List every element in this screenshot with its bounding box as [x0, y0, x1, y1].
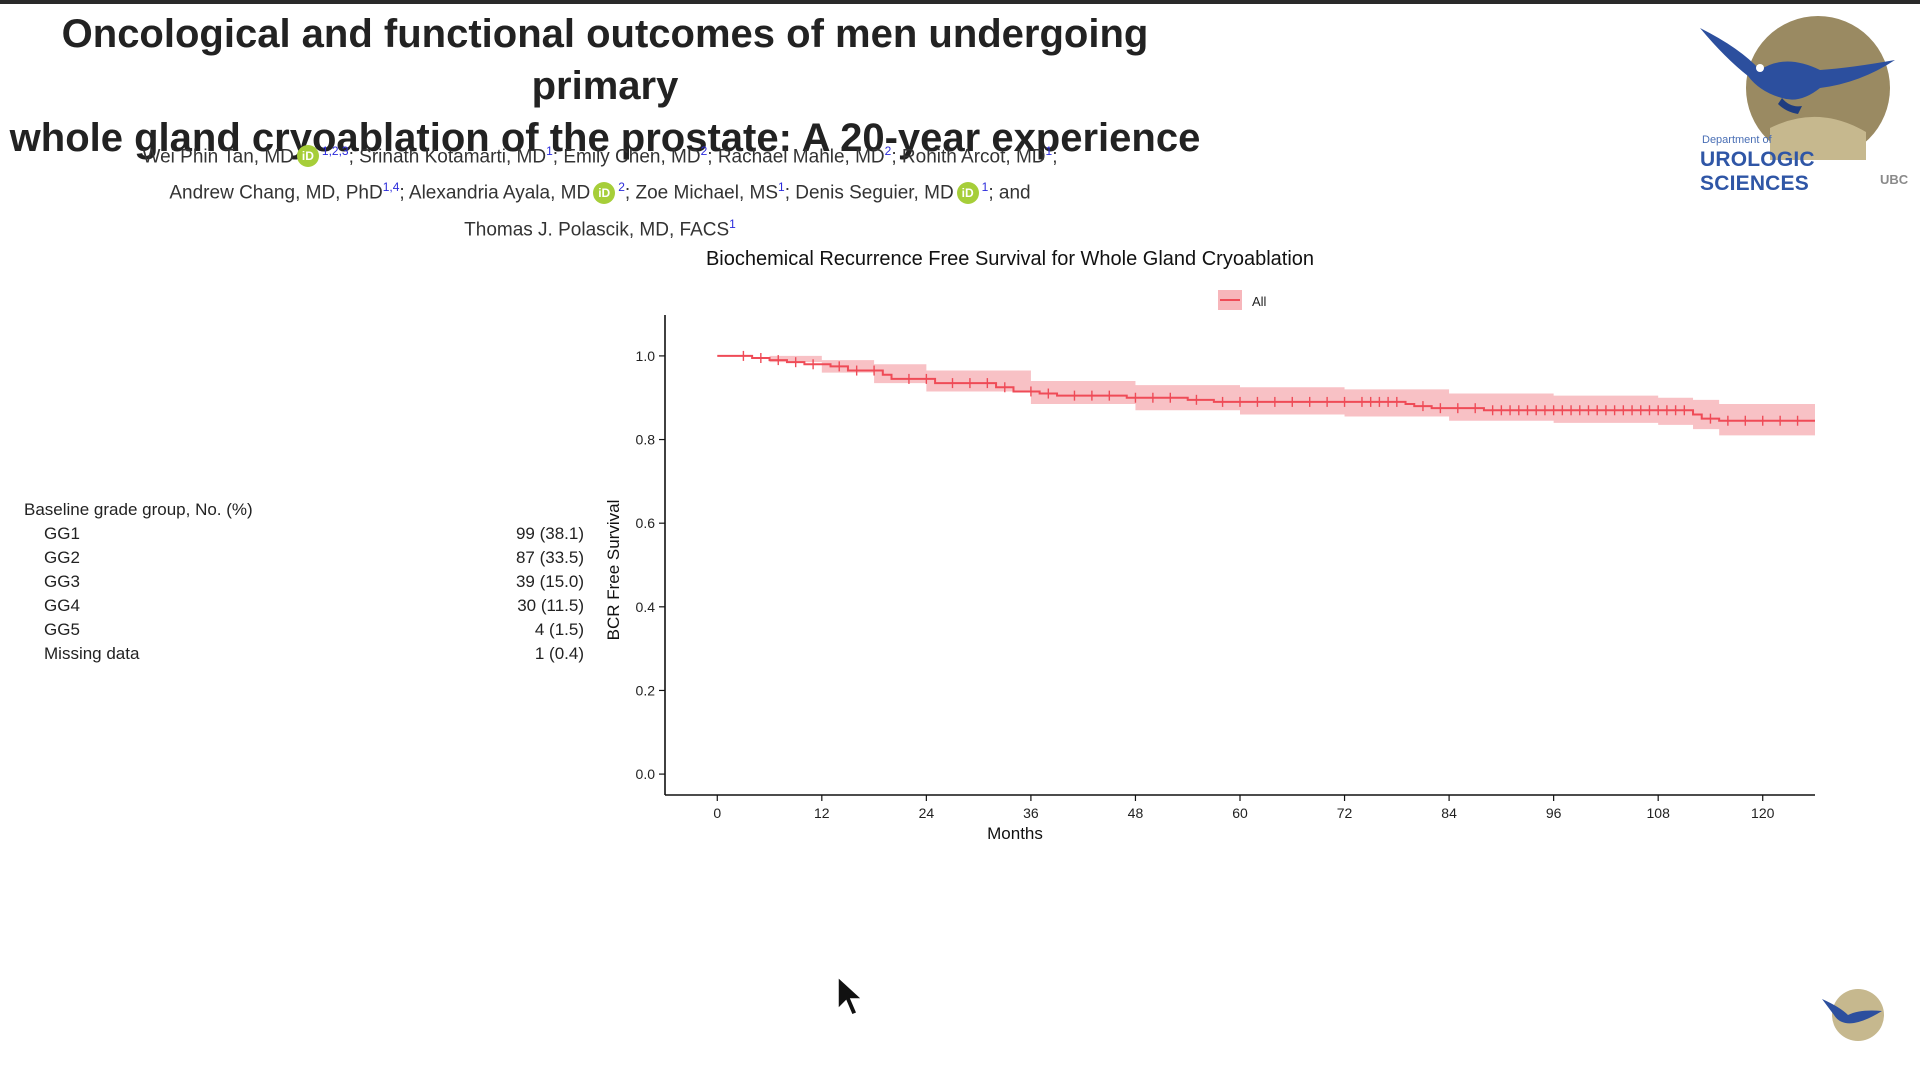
- affiliation-marker: 2: [700, 144, 708, 158]
- row-value: 30 (11.5): [517, 596, 584, 615]
- affiliation-marker: 1: [778, 180, 785, 195]
- x-tick-label: 60: [1232, 805, 1248, 821]
- row-value: 39 (15.0): [515, 572, 584, 591]
- affiliation-marker: 2: [884, 144, 892, 158]
- y-tick-label: 0.2: [636, 682, 656, 698]
- mouse-cursor-icon: [837, 975, 864, 1016]
- author-separator: ; and: [988, 182, 1031, 204]
- orcid-icon[interactable]: iD: [593, 181, 616, 204]
- chart-title: Biochemical Recurrence Free Survival for…: [706, 248, 1314, 270]
- author-name: Rohith Arcot, MD: [901, 146, 1046, 168]
- title-line-2: whole gland cryoablation of the prostate…: [9, 116, 1201, 160]
- top-border: [0, 0, 1920, 4]
- logo-department: Department of: [1702, 134, 1772, 146]
- row-label: GG2: [44, 548, 80, 567]
- baseline-heading: Baseline grade group, No. (%): [24, 500, 253, 519]
- table-row: GG1 99 (38.1): [44, 524, 584, 548]
- x-tick-label: 108: [1647, 805, 1671, 821]
- table-row: GG5 4 (1.5): [44, 620, 584, 644]
- author-separator: ;: [348, 146, 360, 168]
- row-label: GG4: [44, 596, 80, 615]
- x-tick-label: 36: [1023, 805, 1039, 821]
- author-separator: ;: [552, 146, 564, 168]
- author-line-1: Wei Phin Tan, MD iD 1,2,3; Srinath Kotamar…: [40, 136, 1160, 172]
- table-row: GG4 30 (11.5): [44, 596, 584, 620]
- y-axis-label: BCR Free Survival: [604, 500, 623, 641]
- x-tick-label: 0: [713, 805, 721, 821]
- author-name: Andrew Chang, MD, PhD: [169, 182, 383, 204]
- x-tick-label: 72: [1337, 805, 1353, 821]
- author-name: Denis Seguier, MD: [795, 182, 954, 204]
- author-separator: ;: [891, 146, 902, 168]
- author-line-2: Andrew Chang, MD, PhD1,4; Alexandria Aya…: [40, 172, 1160, 208]
- row-label: GG1: [44, 524, 80, 543]
- row-value: 99 (38.1): [515, 524, 584, 543]
- table-row: GG2 87 (33.5): [44, 548, 584, 572]
- table-row: GG3 39 (15.0): [44, 572, 584, 596]
- y-tick-label: 1.0: [636, 348, 656, 364]
- author-separator: ;: [399, 182, 409, 204]
- row-label: Missing data: [44, 644, 140, 663]
- author-separator: ;: [1052, 146, 1058, 168]
- x-tick-label: 120: [1751, 805, 1775, 821]
- x-tick-label: 12: [814, 805, 830, 821]
- x-tick-label: 48: [1128, 805, 1144, 821]
- author-line-3: Thomas J. Polascik, MD, FACS1: [40, 209, 1160, 245]
- eagle-icon: [1700, 16, 1895, 160]
- author-name: Zoe Michael, MS: [635, 182, 779, 204]
- author-name: Thomas J. Polascik, MD, FACS: [464, 218, 730, 240]
- legend-entry: All: [1252, 294, 1267, 309]
- author-separator: ;: [624, 182, 636, 204]
- logo-institution: UBC: [1880, 172, 1909, 187]
- affiliation-marker: 1,2,3: [321, 144, 349, 158]
- orcid-icon[interactable]: iD: [296, 145, 319, 168]
- confidence-band: [717, 355, 1815, 438]
- row-value: 87 (33.5): [515, 548, 584, 567]
- author-name: Alexandria Ayala, MD: [408, 182, 591, 204]
- survival-line: [717, 354, 1815, 422]
- title-line-1: Oncological and functional outcomes of m…: [61, 12, 1149, 108]
- affiliation-marker: 1: [729, 216, 736, 231]
- affiliation-marker: 1: [546, 144, 553, 158]
- y-tick-label: 0.6: [636, 515, 656, 531]
- table-row: Missing data 1 (0.4): [44, 644, 584, 668]
- row-value: 4 (1.5): [534, 620, 584, 639]
- author-separator: ;: [784, 182, 796, 204]
- author-name: Srinath Kotamarti, MD: [359, 146, 547, 168]
- affiliation-marker: 2: [618, 180, 625, 195]
- affiliation-marker: 1: [981, 180, 989, 195]
- author-list: Wei Phin Tan, MD iD 1,2,3; Srinath Kotamar…: [40, 136, 1160, 245]
- x-tick-label: 84: [1441, 805, 1457, 821]
- slide-title: Oncological and functional outcomes of m…: [0, 8, 1210, 164]
- row-label: GG3: [44, 572, 80, 591]
- y-tick-label: 0.4: [636, 599, 656, 615]
- orcid-icon[interactable]: iD: [956, 181, 979, 204]
- row-label: GG5: [44, 620, 80, 639]
- row-value: 1 (0.4): [534, 644, 584, 663]
- affiliation-marker: 1: [1045, 144, 1053, 158]
- author-name: Wei Phin Tan, MD: [142, 146, 294, 168]
- corner-eagle-icon: [1822, 989, 1884, 1041]
- author-name: Emily Chen, MD: [563, 146, 701, 168]
- affiliation-marker: 1,4: [382, 180, 400, 195]
- author-name: Rachael Mahle, MD: [717, 146, 885, 168]
- x-tick-label: 96: [1546, 805, 1562, 821]
- km-survival-chart: Biochemical Recurrence Free Survival for…: [604, 248, 1815, 843]
- author-separator: ;: [707, 146, 718, 168]
- y-tick-label: 0.8: [636, 432, 656, 448]
- x-tick-label: 24: [919, 805, 935, 821]
- x-axis-label: Months: [987, 824, 1043, 843]
- y-tick-label: 0.0: [636, 766, 656, 782]
- logo-name: UROLOGIC SCIENCES: [1700, 148, 1815, 195]
- chart-legend: All: [1218, 290, 1267, 310]
